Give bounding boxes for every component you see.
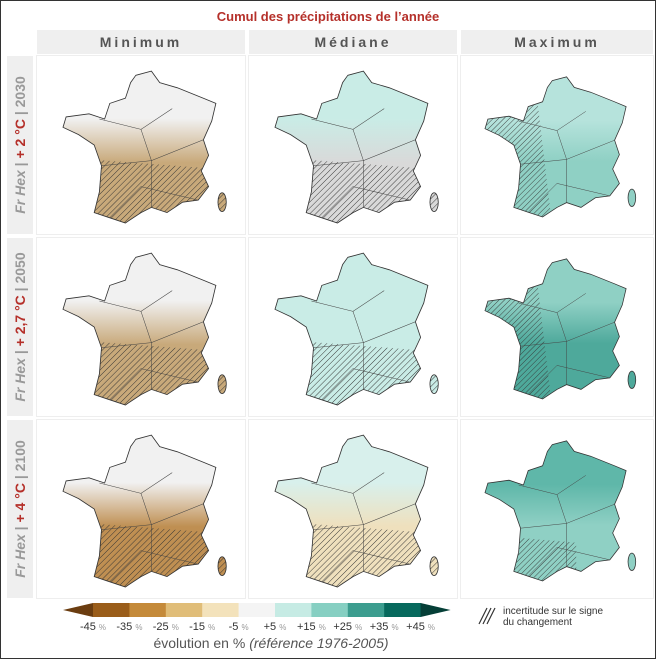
legend-tick: -45 %: [79, 621, 107, 633]
legend-swatch: [347, 603, 385, 617]
legend-label: évolution en % (référence 1976-2005): [153, 635, 389, 651]
legend-swatch: [384, 603, 422, 617]
map-panel-r2-c1: [37, 238, 245, 416]
row-header-2030: Fr Hex | + 2 °C | 2030: [7, 56, 33, 234]
map-panel-r1-c3: [461, 56, 653, 234]
hatch-icon: [478, 607, 496, 625]
map-panel-r3-c2: [249, 420, 457, 598]
row-header-2050: Fr Hex | + 2,7 °C | 2050: [7, 238, 33, 416]
legend-tick: +25 %: [333, 621, 363, 633]
map-panel-r1-c1: [37, 56, 245, 234]
legend-swatch: [165, 603, 203, 617]
legend-tick: +15 %: [296, 621, 326, 633]
legend-tick: +35 %: [369, 621, 399, 633]
color-scale-bar: [63, 603, 451, 617]
legend-tick: -15 %: [189, 621, 216, 633]
uncertainty-legend: incertitude sur le signe du changement: [477, 606, 627, 628]
row-header-2100: Fr Hex | + 4 °C | 2100: [7, 420, 33, 598]
legend-tick: -35 %: [116, 621, 143, 633]
legend-swatch: [63, 603, 93, 617]
map-panel-r1-c2: [249, 56, 457, 234]
legend-tick: -25 %: [152, 621, 179, 633]
column-header-mediane: Médiane: [249, 30, 457, 54]
legend-swatch: [311, 603, 349, 617]
legend-swatch: [93, 603, 130, 617]
legend-tick: +5 %: [263, 621, 287, 633]
figure-title: Cumul des précipitations de l’année: [216, 9, 440, 24]
column-header-minimum: Minimum: [37, 30, 245, 54]
legend-swatch: [238, 603, 276, 617]
legend-swatch: [202, 603, 240, 617]
map-panel-r3-c3: [461, 420, 653, 598]
map-panel-r2-c2: [249, 238, 457, 416]
legend-swatch: [129, 603, 167, 617]
legend-tick: +45 %: [406, 621, 436, 633]
legend-swatch: [420, 603, 451, 617]
legend-tick: -5 %: [228, 621, 249, 633]
map-panel-r2-c3: [461, 238, 653, 416]
map-panel-r3-c1: [37, 420, 245, 598]
column-header-maximum: Maximum: [461, 30, 653, 54]
legend-swatch: [275, 603, 312, 617]
